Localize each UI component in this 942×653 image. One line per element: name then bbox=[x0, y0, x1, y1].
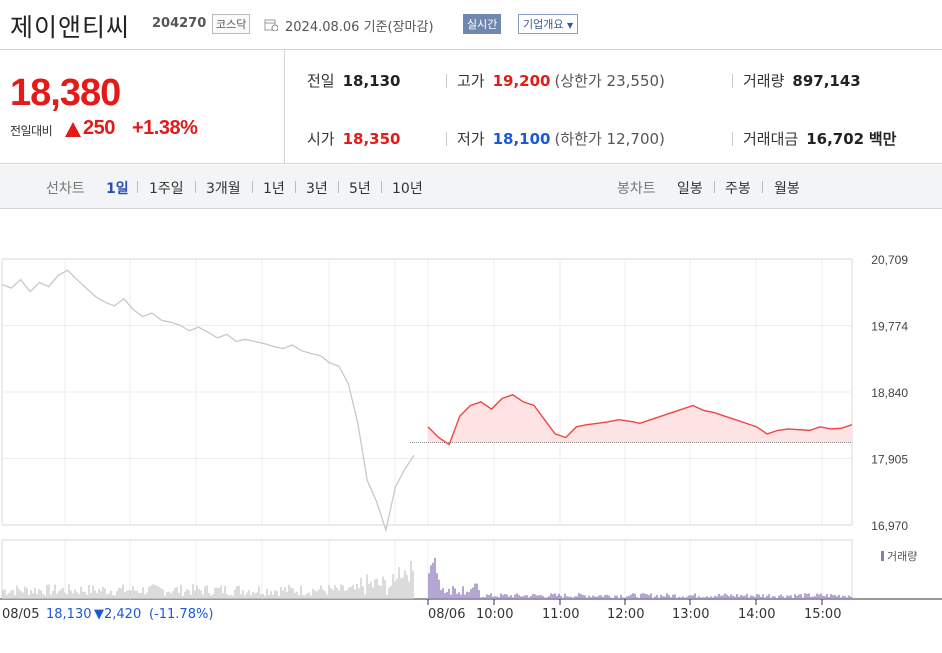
x-tick-label: 13:00 bbox=[672, 607, 710, 622]
candle-weekly[interactable]: 주봉 bbox=[725, 181, 751, 197]
x-tick-label: 08/06 bbox=[428, 607, 466, 622]
period-1w[interactable]: 1주일 bbox=[149, 181, 184, 197]
realtime-button[interactable]: 실시간 bbox=[463, 14, 502, 34]
trade-amount: 거래대금 16,702 백만 bbox=[743, 130, 897, 148]
stock-name: 제이앤티씨 bbox=[10, 13, 131, 42]
current-price: 18,380 bbox=[10, 72, 121, 114]
calendar-icon bbox=[264, 19, 278, 31]
price-change-percent: +1.38% bbox=[132, 117, 198, 139]
prev-day-change: ▼2,420 bbox=[94, 607, 142, 622]
price-panel: 18,380 전일대비 250 +1.38% 전일 18,130 고가 19,200… bbox=[0, 50, 942, 164]
prev-day-change-pct: (-11.78%) bbox=[149, 607, 214, 622]
today-price-line bbox=[427, 394, 853, 446]
period-10y[interactable]: 10년 bbox=[392, 181, 423, 197]
y-tick-label: 19,774 bbox=[871, 320, 908, 334]
volume-legend-swatch bbox=[881, 551, 884, 561]
open-price: 시가 18,350 bbox=[307, 130, 401, 148]
prev-day-price-line bbox=[1, 269, 415, 533]
low-price: 저가 18,100 (하한가 12,700) bbox=[457, 130, 665, 148]
y-tick-label: 20,709 bbox=[871, 253, 908, 267]
stock-code: 204270 bbox=[152, 16, 207, 31]
chart-svg: 20,709 19,774 18,840 17,905 16,970 bbox=[0, 253, 942, 605]
candle-chart-label: 봉차트 bbox=[617, 181, 656, 197]
period-3y[interactable]: 3년 bbox=[306, 181, 328, 197]
prev-close: 전일 18,130 bbox=[307, 72, 401, 90]
line-chart-label: 선차트 bbox=[46, 181, 85, 197]
x-tick-label: 15:00 bbox=[804, 607, 842, 622]
period-1d[interactable]: 1일 bbox=[106, 181, 129, 197]
candle-monthly[interactable]: 월봉 bbox=[774, 181, 800, 197]
x-tick-label: 11:00 bbox=[542, 607, 580, 622]
compare-label: 전일대비 bbox=[10, 124, 53, 138]
intraday-chart[interactable]: 20,709 19,774 18,840 17,905 16,970 거래량 08/05… bbox=[0, 209, 942, 653]
y-tick-label: 18,840 bbox=[871, 386, 908, 400]
x-tick-label: 10:00 bbox=[476, 607, 514, 622]
prev-day-close: 18,130 bbox=[46, 607, 92, 622]
volume-legend: 거래량 bbox=[881, 548, 917, 564]
x-tick-label: 14:00 bbox=[738, 607, 776, 622]
up-triangle-icon bbox=[65, 122, 81, 137]
y-tick-label: 16,970 bbox=[871, 519, 908, 533]
y-tick-label: 17,905 bbox=[871, 453, 908, 467]
base-date: 2024.08.06 기준(장마감) bbox=[285, 20, 434, 35]
market-badge: 코스닥 bbox=[212, 14, 251, 34]
today-price-area bbox=[428, 394, 852, 445]
period-bar: 선차트 1일 1주일 3개월 1년 3년 5년 10년 봉차트 일봉 주봉 월봉 bbox=[0, 165, 942, 209]
period-1y[interactable]: 1년 bbox=[263, 181, 285, 197]
company-overview-dropdown[interactable]: 기업개요 ▼ bbox=[518, 14, 579, 34]
price-change: 250 bbox=[83, 117, 115, 139]
current-price-box: 18,380 전일대비 250 +1.38% bbox=[0, 50, 285, 164]
period-3m[interactable]: 3개월 bbox=[206, 181, 241, 197]
x-tick-label: 12:00 bbox=[607, 607, 645, 622]
candle-daily[interactable]: 일봉 bbox=[677, 181, 703, 197]
prev-day-date: 08/05 bbox=[2, 607, 40, 622]
high-price: 고가 19,200 (상한가 23,550) bbox=[457, 72, 665, 90]
period-5y[interactable]: 5년 bbox=[349, 181, 371, 197]
chevron-down-icon: ▼ bbox=[566, 21, 574, 30]
stock-header: 제이앤티씨 204270 코스닥 2024.08.06 기준(장마감) 실시간 … bbox=[0, 0, 942, 50]
volume: 거래량 897,143 bbox=[743, 72, 861, 90]
